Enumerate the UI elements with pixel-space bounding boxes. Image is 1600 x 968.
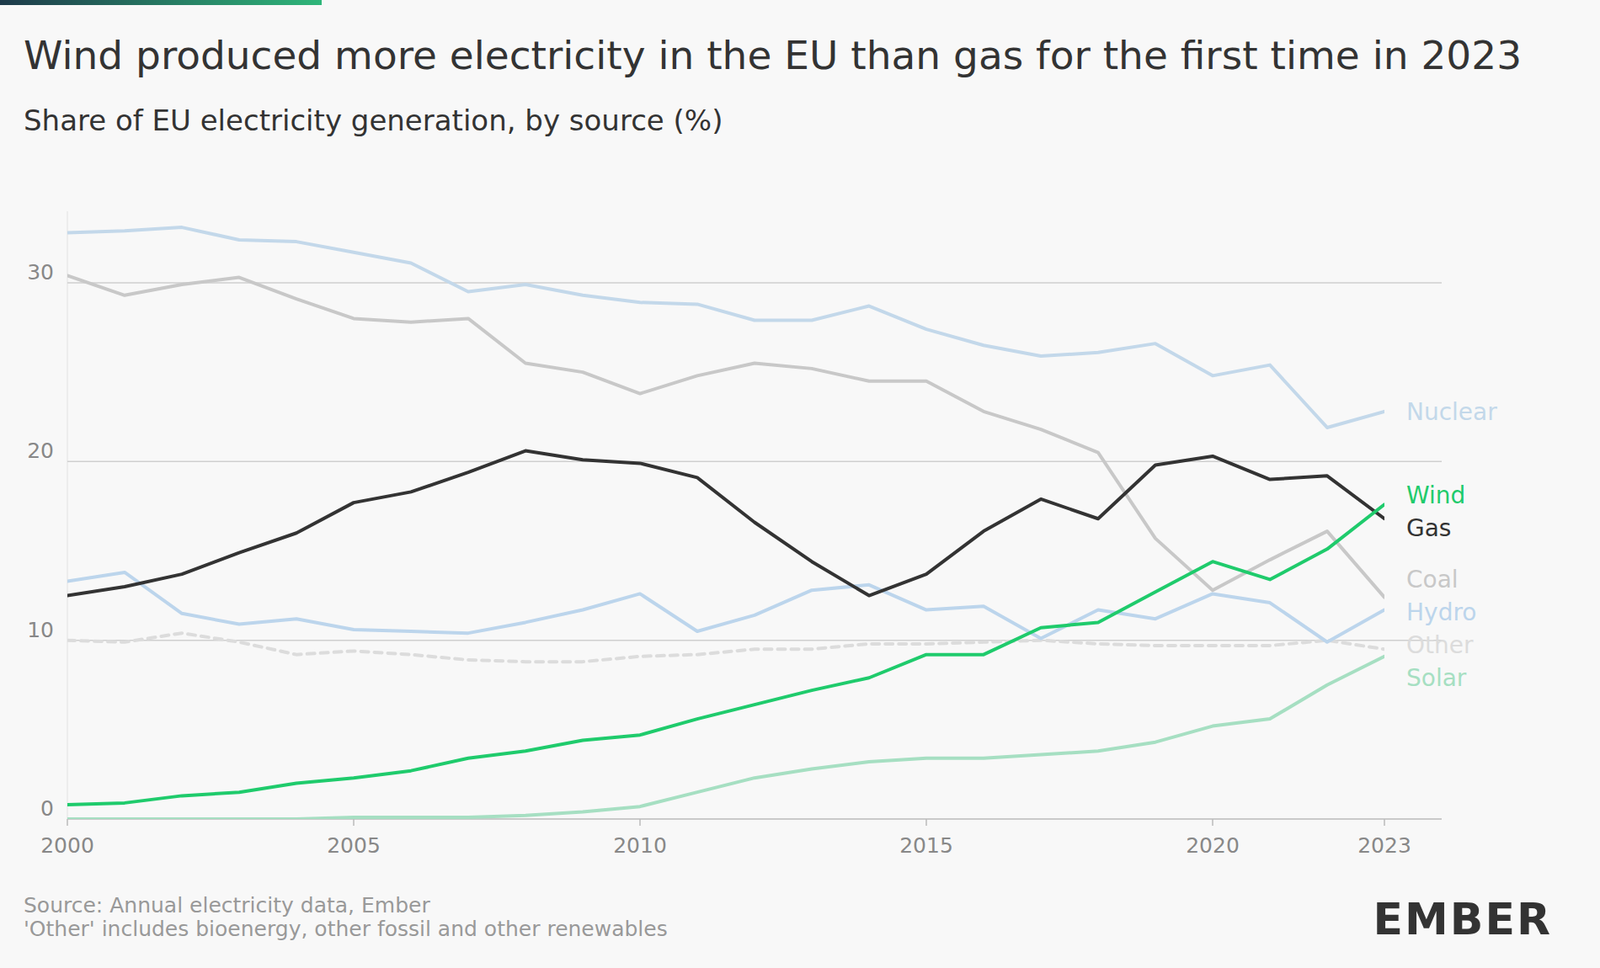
x-tick [1383,819,1386,827]
grid-line [67,461,1442,464]
y-axis-line [67,211,69,820]
grid-line [67,640,1442,642]
x-tick-label: 2010 [613,833,667,859]
x-tick-label: 2023 [1357,833,1412,859]
series-label: Gas [1406,514,1451,543]
series-line [67,227,1385,428]
top-bar [0,0,322,6]
subtitle: Share of EU electricity generation, by s… [23,103,723,138]
x-tick [925,819,928,827]
series-line [67,504,1385,806]
series-line [67,656,1385,820]
chart: Wind produced more electricity in the EU… [0,0,1600,968]
series-line [67,572,1385,643]
series-label: Coal [1406,565,1459,594]
series-line [67,633,1385,662]
x-tick-label: 2020 [1185,833,1240,859]
note: 'Other' includes bioenergy, other fossil… [23,917,668,942]
y-tick-label: 0 [40,796,54,822]
source: Source: Annual electricity data, Ember [23,893,431,918]
logo: EMBER [1373,894,1552,945]
series-label: Other [1406,631,1474,660]
plot-area [67,227,1385,820]
x-tick [66,819,69,827]
series-label: Hydro [1406,598,1477,627]
y-tick-label: 30 [26,260,54,285]
background [0,0,1600,968]
series-label: Wind [1406,481,1466,510]
series-line [67,275,1385,598]
grid-line [67,282,1442,284]
series-label: Nuclear [1406,398,1498,427]
x-tick-label: 2005 [326,833,381,859]
x-tick [639,819,641,827]
x-tick [1211,819,1214,827]
x-tick [352,819,355,827]
x-tick-label: 2000 [40,833,95,859]
title: Wind produced more electricity in the EU… [23,32,1522,79]
y-tick-label: 20 [26,438,54,464]
x-tick-label: 2015 [899,833,954,859]
series-label: Solar [1406,664,1467,693]
y-tick-label: 10 [26,618,54,643]
